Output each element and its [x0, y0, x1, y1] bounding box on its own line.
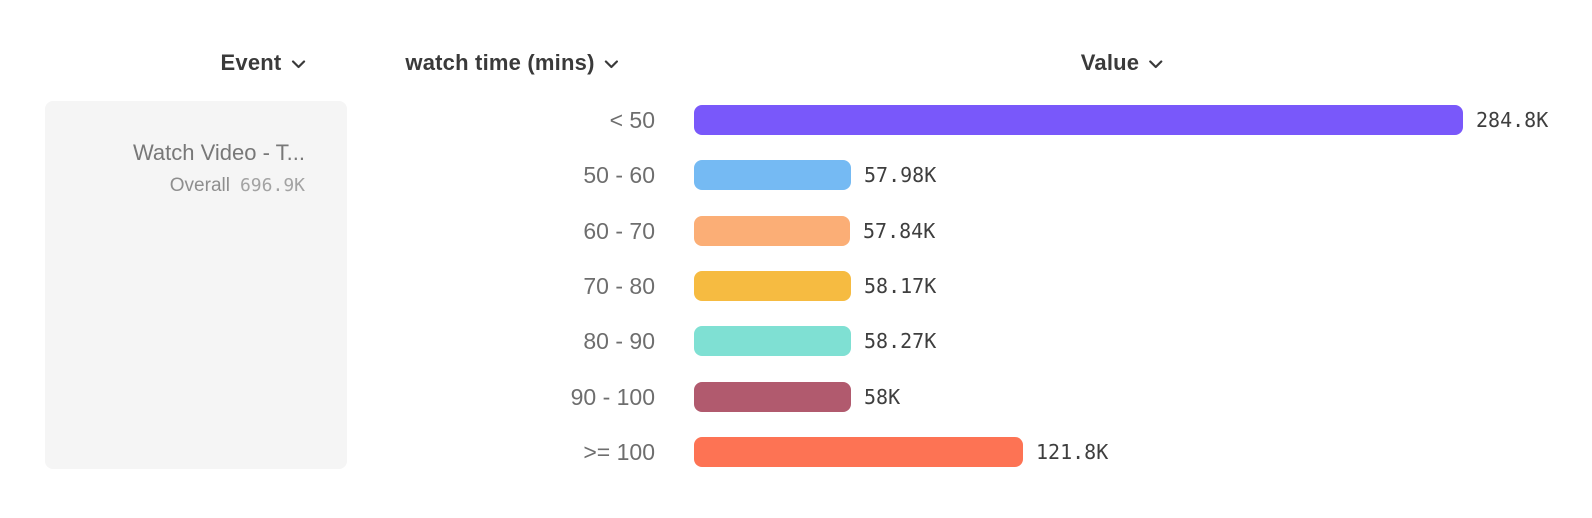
breakdown-column-label: watch time (mins) [405, 50, 595, 75]
category-label: 70 - 80 [583, 272, 655, 299]
bar-segment[interactable] [694, 326, 851, 357]
breakdown-column-header[interactable]: watch time (mins) [405, 48, 619, 78]
value-label: 58.17K [864, 273, 937, 298]
event-overall-row: Overall 696.9K [65, 173, 305, 199]
value-column-label: Value [1080, 50, 1140, 75]
value-label: 121.8K [1036, 439, 1109, 464]
event-column-header[interactable]: Event [221, 48, 306, 78]
value-column-header[interactable]: Value [1081, 48, 1163, 78]
category-label: 60 - 70 [583, 217, 655, 244]
bar-segment[interactable] [694, 436, 1023, 467]
value-label: 58.27K [864, 329, 937, 354]
category-label: 90 - 100 [570, 383, 655, 410]
category-label: < 50 [609, 107, 655, 133]
overall-label: Overall [169, 175, 230, 196]
bar-segment[interactable] [694, 105, 1463, 135]
chevron-down-icon [291, 60, 306, 69]
event-title: Watch Video - T... [132, 140, 305, 165]
chevron-down-icon [605, 60, 619, 69]
bar-segment[interactable] [694, 160, 851, 191]
value-label: 284.8K [1476, 108, 1549, 132]
bar-segment[interactable] [694, 270, 851, 301]
bar-segment[interactable] [694, 381, 851, 412]
chevron-down-icon [1149, 60, 1163, 69]
event-column-label: Event [220, 50, 282, 75]
event-card[interactable]: Watch Video - T... Overall 696.9K [45, 101, 347, 469]
value-label: 58K [864, 384, 901, 409]
category-label: 80 - 90 [583, 328, 655, 355]
overall-value: 696.9K [239, 175, 305, 196]
value-label: 57.84K [863, 218, 936, 243]
category-label: >= 100 [583, 438, 655, 465]
category-label: 50 - 60 [583, 162, 655, 189]
value-label: 57.98K [864, 163, 937, 188]
bar-segment[interactable] [694, 215, 850, 246]
